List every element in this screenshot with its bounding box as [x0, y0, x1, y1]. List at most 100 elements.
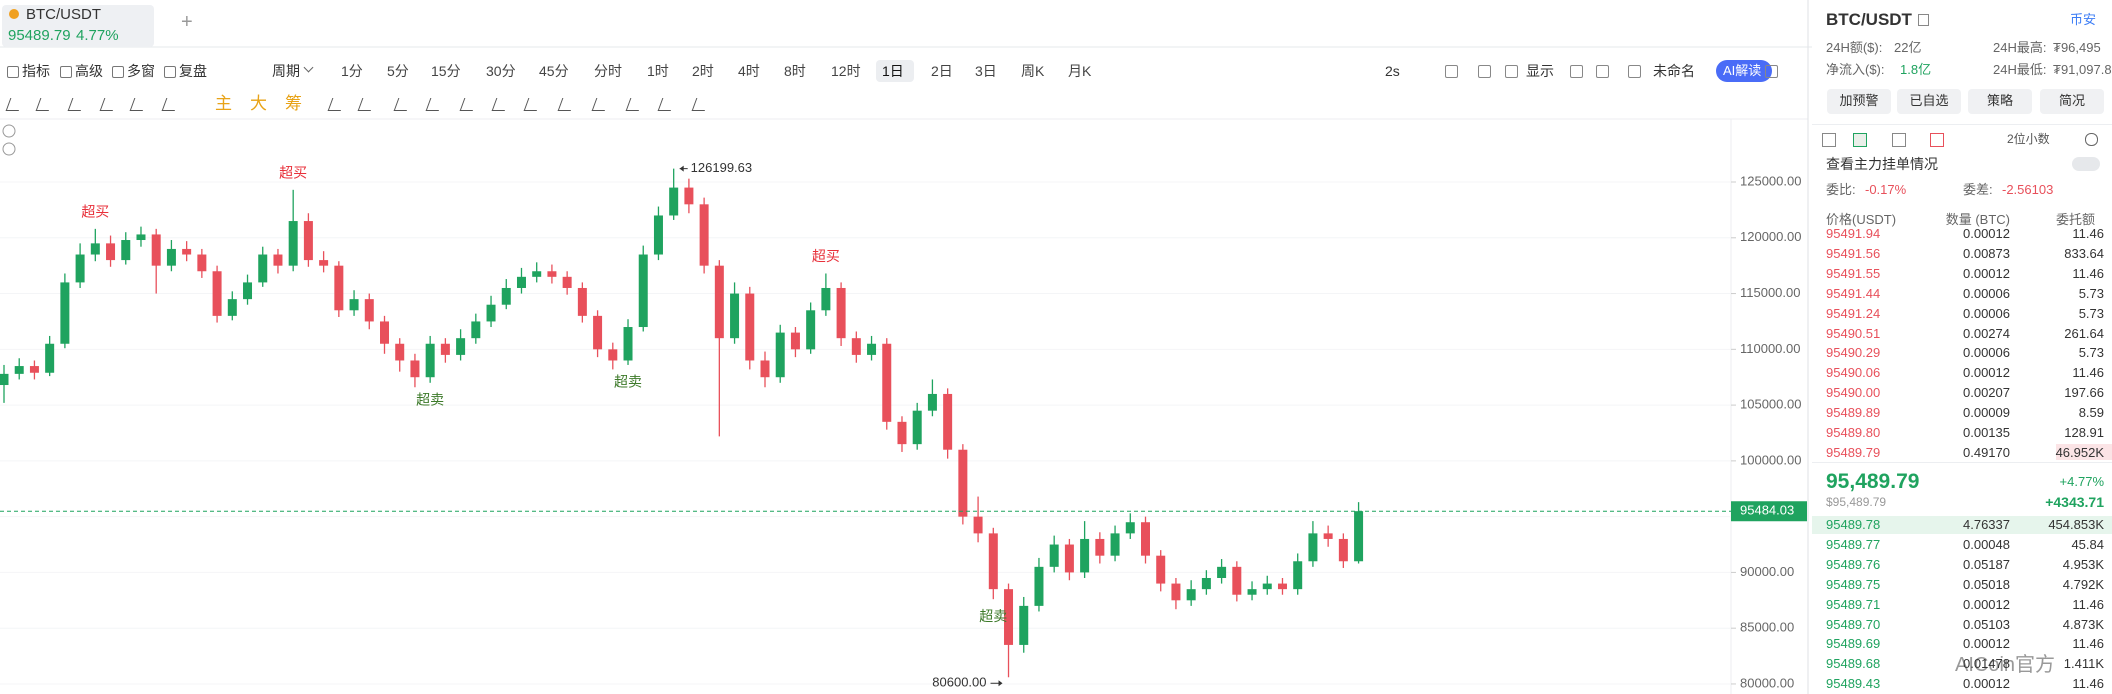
interval-button[interactable]: 4时 — [738, 63, 760, 79]
toolbar-icon[interactable] — [1570, 65, 1583, 78]
collapse-button[interactable] — [2, 142, 16, 156]
toolbar-icon — [7, 66, 19, 78]
panel-button[interactable] — [1897, 89, 1961, 114]
interval-button[interactable]: 分时 — [594, 63, 622, 79]
ai-button-label[interactable]: AI解读 — [1723, 63, 1762, 78]
ask-price: 95491.56 — [1826, 245, 1881, 261]
ask-price: 95489.89 — [1826, 405, 1881, 421]
toolbar-icon[interactable] — [1628, 65, 1641, 78]
panel-button-label[interactable]: 已自选 — [1909, 93, 1949, 108]
candle-body — [699, 204, 709, 266]
settings-icon[interactable] — [2085, 133, 2098, 146]
interval-button[interactable]: 8时 — [784, 63, 806, 79]
toolbar-button[interactable]: 显示 — [1526, 63, 1554, 79]
interval-button[interactable]: 12时 — [831, 63, 861, 79]
interval-button[interactable]: 30分 — [486, 63, 516, 79]
y-tick-label: 85000.00 — [1740, 620, 1794, 635]
ask-price: 95491.55 — [1826, 265, 1881, 281]
column-header[interactable]: 委托额 — [2055, 212, 2095, 227]
signal-label: 超卖 — [614, 374, 642, 390]
copy-icon[interactable] — [1918, 14, 1929, 26]
stat-value: ₮96,495 — [2053, 40, 2101, 55]
interval-button[interactable]: 2日 — [931, 63, 953, 79]
interval-button[interactable]: 周K — [1021, 63, 1045, 79]
interval-button[interactable]: 1分 — [341, 63, 363, 79]
period-menu[interactable]: 周期 — [272, 63, 300, 79]
symbol-tab[interactable] — [2, 5, 154, 47]
toolbar-button[interactable]: 未命名 — [1653, 63, 1695, 79]
interval-button[interactable]: 5分 — [387, 63, 409, 79]
interval-button[interactable]: 15分 — [431, 63, 461, 79]
toolbar-icon[interactable] — [1478, 65, 1491, 78]
toolbar-button[interactable]: 高级 — [75, 63, 103, 79]
interval-button[interactable]: 2时 — [692, 63, 714, 79]
toolbar-icon[interactable] — [1505, 65, 1518, 78]
panel-button-label[interactable]: 简况 — [2058, 93, 2085, 108]
panel-button-label[interactable]: 策略 — [1986, 93, 2013, 108]
candle-body — [1308, 533, 1318, 562]
indicator-button[interactable]: 筹 — [285, 94, 302, 113]
candle-body — [212, 271, 222, 316]
bid-list: 95489.78 4.76337 454.853K 95489.77 0.00048 45… — [1812, 515, 2112, 694]
panel-button-label[interactable]: 加预警 — [1839, 93, 1879, 108]
candle-body — [1201, 577, 1211, 590]
bid-qty: 4.76337 — [1963, 517, 2010, 532]
max-label: 126199.63 — [691, 160, 752, 175]
interval-button[interactable]: 月K — [1068, 63, 1092, 79]
add-tab[interactable]: + — [181, 11, 193, 33]
candle-body — [90, 243, 100, 255]
toolbar-icon[interactable] — [1765, 65, 1778, 78]
panel-button[interactable] — [1968, 89, 2032, 114]
toggle[interactable] — [2072, 157, 2100, 171]
indicator-button[interactable]: 大 — [250, 94, 267, 113]
last-price-label: 95484.03 — [1740, 503, 1794, 518]
toolbar-button[interactable]: 指标 — [22, 63, 50, 79]
toolbar-button[interactable]: 复盘 — [179, 63, 207, 79]
ask-price: 95490.29 — [1826, 345, 1881, 361]
toolbar-button[interactable]: 多窗 — [127, 63, 155, 79]
interval-button[interactable]: 1时 — [647, 63, 669, 79]
decimals-select[interactable]: 2位小数 — [2007, 132, 2050, 146]
interval-button[interactable]: 1日 — [882, 63, 904, 79]
candle-body — [577, 287, 587, 316]
book-mode-icon[interactable] — [1822, 133, 1836, 147]
interval-button[interactable]: 3日 — [975, 63, 997, 79]
depth-link[interactable]: 查看主力挂单情况 — [1826, 156, 1938, 172]
candle-body — [684, 187, 694, 205]
interval-button[interactable]: 45分 — [539, 63, 569, 79]
book-mode-icon[interactable] — [1930, 133, 1944, 147]
ask-total: 5.73 — [2078, 345, 2104, 361]
panel-button[interactable] — [2040, 89, 2104, 114]
toolbar-button[interactable]: 2s — [1385, 63, 1400, 79]
book-mode-icon[interactable] — [1853, 133, 1867, 147]
book-mode-icon[interactable] — [1892, 133, 1906, 147]
coin-icon — [9, 9, 19, 19]
bid-price: 95489.71 — [1826, 596, 1881, 612]
ask-list: 95491.94 0.00012 11.46 95491.56 0.00873 833.6… — [1812, 228, 2112, 460]
stat-value: ₮91,097.8 — [2053, 62, 2112, 77]
collapse-button[interactable] — [2, 124, 16, 138]
bid-total: 11.46 — [2072, 676, 2104, 692]
panel-symbol: BTC/USDT — [1826, 10, 1912, 29]
ask-total: 197.66 — [2064, 385, 2104, 401]
candle-body — [1354, 511, 1364, 562]
stat-label: 24H最低: — [1993, 62, 2047, 77]
bid-total: 45.84 — [2071, 536, 2104, 552]
active-interval-bg — [876, 60, 914, 82]
candle-body — [1019, 605, 1029, 645]
candle-body — [197, 254, 207, 272]
ask-qty: 0.00006 — [1963, 285, 2010, 301]
candle-body — [1277, 583, 1287, 590]
exchange-link[interactable]: 币安 — [2070, 12, 2097, 27]
toolbar-icon[interactable] — [1445, 65, 1458, 78]
min-arrowhead — [998, 680, 1003, 687]
ai-button[interactable] — [1716, 60, 1772, 82]
ask-price: 95490.00 — [1826, 385, 1881, 401]
ask-qty: 0.00009 — [1963, 405, 2010, 421]
indicator-button[interactable]: 主 — [215, 94, 232, 113]
ask-total: 8.59 — [2078, 405, 2104, 421]
toolbar-icon[interactable] — [1596, 65, 1609, 78]
ask-total: 833.64 — [2064, 245, 2104, 261]
panel-button[interactable] — [1827, 89, 1891, 114]
candle-body — [75, 254, 85, 283]
